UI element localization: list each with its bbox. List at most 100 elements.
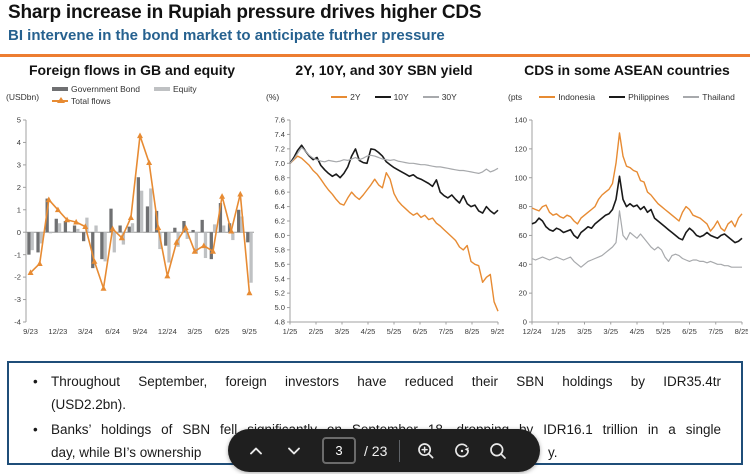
note1-line1: Throughout September, foreign investors … — [51, 374, 721, 389]
svg-text:-1: -1 — [14, 250, 21, 259]
svg-text:6/25: 6/25 — [682, 327, 697, 336]
chart1-legend: (USDbn) Government Bond Equity Total — [4, 84, 260, 112]
legend-thailand: Thailand — [683, 92, 735, 102]
search-icon — [490, 442, 507, 459]
page-title: Sharp increase in Rupiah pressure drives… — [8, 2, 482, 23]
svg-text:20: 20 — [519, 289, 527, 298]
svg-text:3/25: 3/25 — [187, 327, 202, 336]
zoom-in-button[interactable] — [412, 437, 440, 465]
svg-text:5.0: 5.0 — [274, 303, 285, 312]
legend-2y: 2Y — [331, 92, 361, 102]
total-flows-swatch — [52, 97, 68, 103]
page-down-button[interactable] — [280, 437, 308, 465]
svg-text:80: 80 — [519, 202, 527, 211]
line-2y-swatch — [331, 96, 348, 98]
line-30y-swatch — [422, 96, 439, 98]
svg-text:7.0: 7.0 — [274, 159, 285, 168]
svg-text:4/25: 4/25 — [361, 327, 376, 336]
chart2-title: 2Y, 10Y, and 30Y SBN yield — [295, 62, 473, 78]
note-bullet-1: • Throughout September, foreign investor… — [33, 370, 721, 416]
svg-text:6.2: 6.2 — [274, 217, 285, 226]
svg-text:5/25: 5/25 — [387, 327, 402, 336]
svg-text:8/25: 8/25 — [465, 327, 480, 336]
svg-text:12/24: 12/24 — [522, 327, 541, 336]
chart-foreign-flows: Foreign flows in GB and equity (USDbn) G… — [4, 62, 260, 338]
legend-total-flows: Total flows — [52, 96, 111, 106]
zoom-in-icon — [418, 442, 434, 458]
bullet-marker: • — [33, 422, 38, 437]
chart-cds-asean: CDS in some ASEAN countries (pts Indones… — [506, 62, 748, 338]
line-indonesia-swatch — [539, 96, 556, 98]
svg-text:0: 0 — [523, 318, 527, 327]
svg-text:100: 100 — [514, 173, 527, 182]
svg-text:3/24: 3/24 — [78, 327, 93, 336]
svg-text:6.4: 6.4 — [274, 202, 285, 211]
chart3-title: CDS in some ASEAN countries — [524, 62, 730, 78]
accent-divider — [0, 54, 750, 57]
svg-text:7.6: 7.6 — [274, 116, 285, 125]
svg-text:9/25: 9/25 — [491, 327, 504, 336]
svg-text:1/25: 1/25 — [551, 327, 566, 336]
svg-text:140: 140 — [514, 116, 527, 125]
legend-government-bond: Government Bond — [52, 84, 140, 94]
svg-text:3/25: 3/25 — [335, 327, 350, 336]
foreign-flows-chart: 5 4 3 2 1 0 -1 -2 -3 -49/23 12/23 3/24 6/24 9/24 12/24… — [14, 116, 257, 336]
government-bond-swatch — [52, 87, 68, 91]
svg-text:6/25: 6/25 — [215, 327, 230, 336]
svg-text:9/25: 9/25 — [242, 327, 257, 336]
rotate-button[interactable] — [448, 437, 476, 465]
page-subtitle: BI intervene in the bond market to antic… — [8, 27, 445, 44]
note2-line2-tail: y. — [548, 445, 558, 460]
svg-text:5.8: 5.8 — [274, 245, 285, 254]
legend-indonesia: Indonesia — [539, 92, 595, 102]
chart3-unit-label: (pts — [508, 92, 523, 102]
toolbar-divider — [399, 439, 401, 462]
svg-text:2: 2 — [17, 183, 21, 192]
svg-text:1: 1 — [17, 205, 21, 214]
svg-text:5.2: 5.2 — [274, 289, 285, 298]
sbn-yield-chart: 7.6 7.4 7.2 7.0 6.8 6.6 6.4 6.2 6.0 5.8 5.6 5.4 5.2 5… — [274, 116, 504, 336]
legend-philippines: Philippines — [609, 92, 669, 102]
chart2-unit-label: (%) — [266, 92, 280, 102]
svg-text:6.6: 6.6 — [274, 188, 285, 197]
svg-text:3: 3 — [17, 160, 21, 169]
svg-text:3/25: 3/25 — [577, 327, 592, 336]
chart3-legend: (pts Indonesia Philippines Thailand — [506, 84, 748, 112]
page-up-button[interactable] — [242, 437, 270, 465]
line-10y-swatch — [374, 96, 391, 98]
svg-text:12/24: 12/24 — [158, 327, 177, 336]
cds-chart: 140 120 100 80 60 40 20 012/24 1/25 3/25 3/25 4/25 5… — [514, 116, 748, 336]
search-button[interactable] — [484, 437, 512, 465]
svg-text:7/25: 7/25 — [439, 327, 454, 336]
bullet-marker: • — [33, 374, 38, 389]
svg-text:8/25: 8/25 — [735, 327, 748, 336]
svg-text:0: 0 — [17, 228, 21, 237]
svg-text:9/24: 9/24 — [133, 327, 148, 336]
equity-swatch — [153, 87, 170, 91]
legend-10y: 10Y — [374, 92, 409, 102]
page-number-input[interactable]: 3 — [322, 437, 356, 464]
svg-text:12/23: 12/23 — [48, 327, 67, 336]
svg-text:6/24: 6/24 — [105, 327, 120, 336]
chart1-title: Foreign flows in GB and equity — [28, 62, 236, 78]
svg-text:5/25: 5/25 — [656, 327, 671, 336]
svg-text:4/25: 4/25 — [630, 327, 645, 336]
note2-line2: day, while BI’s ownership y. — [51, 441, 721, 464]
svg-text:60: 60 — [519, 231, 527, 240]
svg-text:2/25: 2/25 — [309, 327, 324, 336]
svg-text:7/25: 7/25 — [708, 327, 723, 336]
rotate-icon — [455, 443, 470, 457]
legend-30y: 30Y — [422, 92, 457, 102]
chart2-legend: (%) 2Y 10Y 30Y — [264, 84, 504, 112]
chart-sbn-yield: 2Y, 10Y, and 30Y SBN yield (%) 2Y 10Y 30… — [264, 62, 504, 338]
svg-text:4.8: 4.8 — [274, 318, 285, 327]
svg-text:5.4: 5.4 — [274, 274, 285, 283]
svg-text:9/23: 9/23 — [23, 327, 38, 336]
svg-text:-3: -3 — [14, 295, 21, 304]
svg-text:120: 120 — [514, 144, 527, 153]
svg-text:7.2: 7.2 — [274, 144, 285, 153]
legend-equity: Equity — [153, 84, 197, 94]
note1-line2: (USD2.2bn). — [51, 397, 127, 412]
svg-text:3/25: 3/25 — [603, 327, 618, 336]
chevron-up-icon — [250, 447, 262, 454]
